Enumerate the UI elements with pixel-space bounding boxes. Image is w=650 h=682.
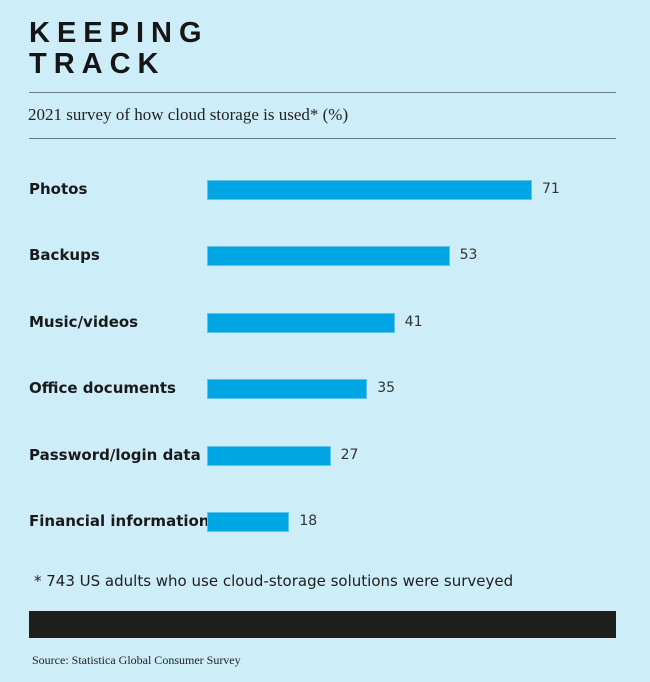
- title-line-2: TRACK: [29, 48, 166, 80]
- black-band: [29, 611, 616, 638]
- value-label: 53: [459, 247, 478, 264]
- category-label: Photos: [29, 180, 88, 198]
- bar: [207, 246, 450, 267]
- bar: [207, 512, 290, 532]
- bar: [207, 445, 331, 466]
- category-label: Office documents: [29, 379, 176, 398]
- bar: [207, 312, 395, 333]
- footnote: * 743 US adults who use cloud-storage so…: [34, 572, 514, 590]
- value-label: 41: [404, 313, 423, 330]
- bar: [207, 180, 532, 200]
- divider-top: [29, 92, 616, 93]
- divider-bottom: [29, 138, 616, 139]
- bar: [207, 379, 368, 400]
- value-label: 71: [542, 181, 560, 197]
- category-label: Backups: [29, 246, 100, 265]
- source-note: Source: Statistica Global Consumer Surve…: [32, 653, 241, 667]
- category-label: Music/videos: [29, 312, 139, 331]
- chart-subtitle: 2021 survey of how cloud storage is used…: [28, 105, 349, 124]
- value-label: 18: [299, 513, 318, 529]
- title: KEEPING TRACK: [29, 18, 209, 80]
- category-label: Financial information: [29, 512, 210, 530]
- category-label: Password/login data: [29, 445, 201, 464]
- value-label: 35: [377, 380, 396, 397]
- value-label: 27: [340, 446, 359, 463]
- title-line-1: KEEPING: [29, 17, 209, 49]
